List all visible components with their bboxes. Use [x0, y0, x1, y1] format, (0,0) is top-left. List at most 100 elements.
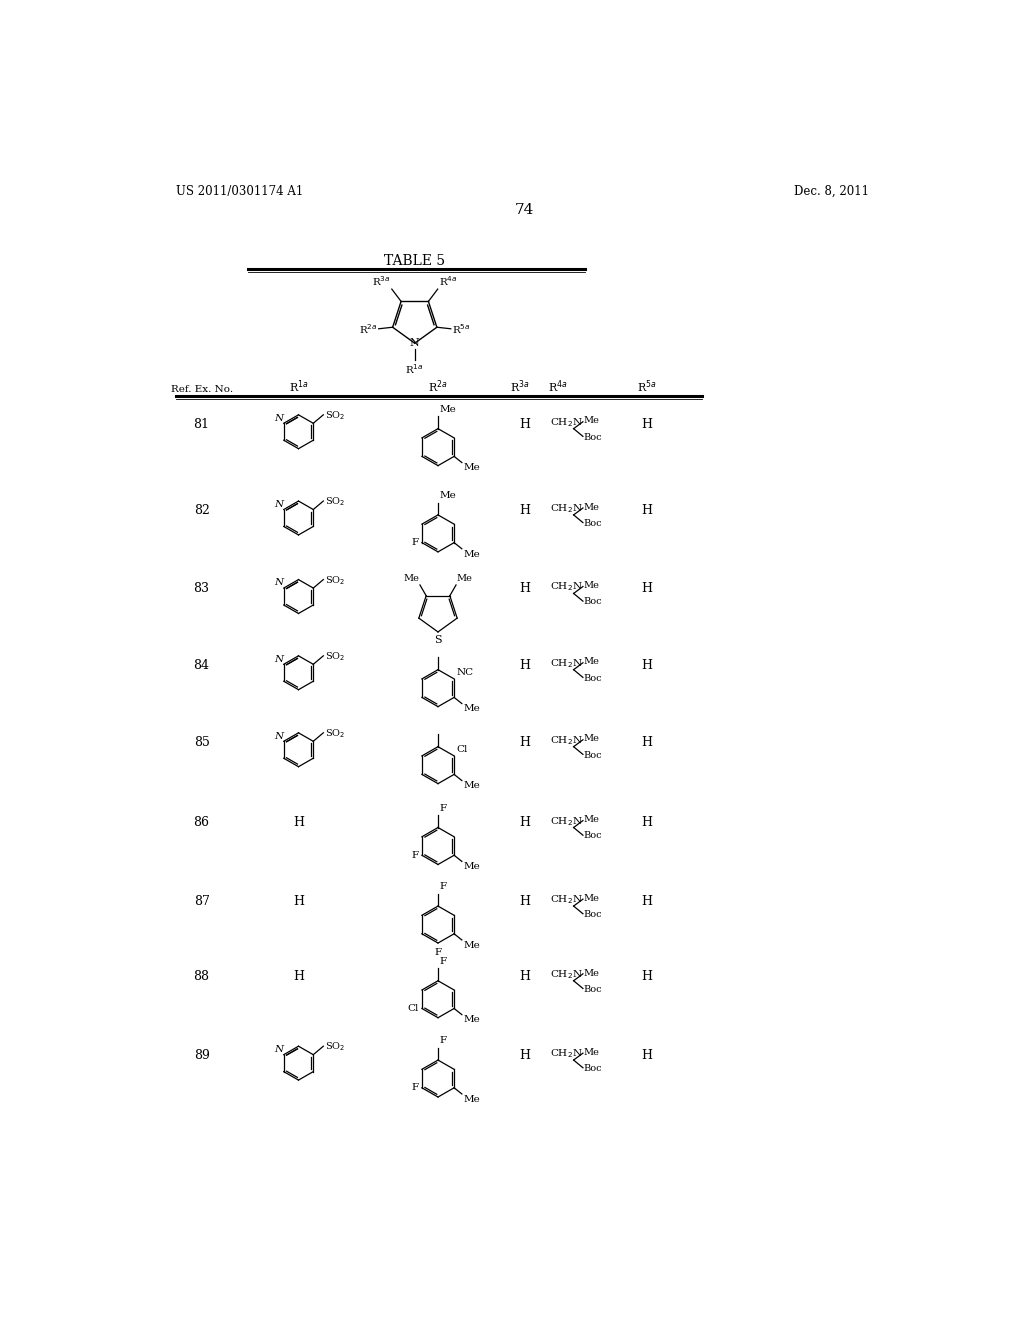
Text: CH$_2$N: CH$_2$N [550, 581, 583, 594]
Text: H: H [642, 895, 652, 908]
Text: Me: Me [457, 574, 473, 583]
Text: 87: 87 [194, 895, 210, 908]
Text: H: H [642, 735, 652, 748]
Text: H: H [642, 816, 652, 829]
Text: Boc: Boc [584, 598, 602, 606]
Text: Me: Me [464, 941, 480, 949]
Text: Me: Me [584, 734, 600, 743]
Text: Me: Me [584, 1048, 600, 1057]
Text: Ref. Ex. No.: Ref. Ex. No. [171, 384, 232, 393]
Text: H: H [642, 582, 652, 595]
Text: H: H [642, 504, 652, 517]
Text: Me: Me [584, 816, 600, 824]
Text: 88: 88 [194, 970, 210, 982]
Text: N: N [410, 338, 420, 348]
Text: R$^{5a}$: R$^{5a}$ [637, 379, 657, 395]
Text: CH$_2$N: CH$_2$N [550, 894, 583, 906]
Text: S: S [434, 635, 441, 645]
Text: CH$_2$N: CH$_2$N [550, 734, 583, 747]
Text: NC: NC [457, 668, 473, 677]
Text: R$^{5a}$: R$^{5a}$ [453, 322, 471, 335]
Text: Me: Me [464, 705, 480, 713]
Text: SO$_2$: SO$_2$ [325, 651, 345, 663]
Text: Me: Me [403, 574, 419, 583]
Text: N: N [273, 413, 283, 422]
Text: H: H [293, 895, 304, 908]
Text: H: H [642, 659, 652, 672]
Text: Me: Me [584, 657, 600, 667]
Text: 81: 81 [194, 417, 210, 430]
Text: Cl: Cl [408, 1005, 419, 1012]
Text: H: H [519, 895, 530, 908]
Text: TABLE 5: TABLE 5 [384, 253, 445, 268]
Text: Me: Me [464, 463, 480, 473]
Text: Boc: Boc [584, 433, 602, 442]
Text: Dec. 8, 2011: Dec. 8, 2011 [795, 185, 869, 198]
Text: H: H [519, 417, 530, 430]
Text: Boc: Boc [584, 673, 602, 682]
Text: N: N [273, 655, 283, 664]
Text: Boc: Boc [584, 985, 602, 994]
Text: H: H [293, 970, 304, 982]
Text: SO$_2$: SO$_2$ [325, 409, 345, 422]
Text: Boc: Boc [584, 519, 602, 528]
Text: SO$_2$: SO$_2$ [325, 574, 345, 587]
Text: R$^{4a}$: R$^{4a}$ [439, 273, 458, 288]
Text: R$^{1a}$: R$^{1a}$ [406, 363, 424, 376]
Text: SO$_2$: SO$_2$ [325, 1040, 345, 1053]
Text: R$^{3a}$: R$^{3a}$ [372, 273, 390, 288]
Text: R$^{3a}$: R$^{3a}$ [510, 379, 529, 395]
Text: CH$_2$N: CH$_2$N [550, 416, 583, 429]
Text: H: H [519, 970, 530, 982]
Text: 89: 89 [194, 1049, 210, 1063]
Text: H: H [642, 1049, 652, 1063]
Text: Me: Me [464, 781, 480, 791]
Text: Boc: Boc [584, 1064, 602, 1073]
Text: Me: Me [584, 581, 600, 590]
Text: H: H [519, 582, 530, 595]
Text: Me: Me [464, 1015, 480, 1024]
Text: F: F [439, 883, 446, 891]
Text: F: F [412, 1084, 419, 1092]
Text: Me: Me [439, 405, 457, 414]
Text: SO$_2$: SO$_2$ [325, 727, 345, 741]
Text: Boc: Boc [584, 832, 602, 841]
Text: 85: 85 [194, 735, 210, 748]
Text: N: N [273, 1045, 283, 1053]
Text: R$^{2a}$: R$^{2a}$ [358, 322, 377, 335]
Text: Me: Me [464, 1094, 480, 1104]
Text: N: N [273, 731, 283, 741]
Text: Boc: Boc [584, 909, 602, 919]
Text: Me: Me [439, 491, 457, 500]
Text: 74: 74 [515, 203, 535, 216]
Text: Boc: Boc [584, 751, 602, 759]
Text: CH$_2$N: CH$_2$N [550, 502, 583, 515]
Text: F: F [439, 957, 446, 966]
Text: F: F [412, 851, 419, 859]
Text: Me: Me [584, 417, 600, 425]
Text: R$^{1a}$: R$^{1a}$ [289, 379, 308, 395]
Text: H: H [519, 659, 530, 672]
Text: H: H [519, 735, 530, 748]
Text: Me: Me [584, 969, 600, 978]
Text: 83: 83 [194, 582, 210, 595]
Text: Me: Me [464, 862, 480, 871]
Text: F: F [412, 539, 419, 546]
Text: CH$_2$N: CH$_2$N [550, 657, 583, 669]
Text: H: H [519, 504, 530, 517]
Text: 84: 84 [194, 659, 210, 672]
Text: Me: Me [584, 894, 600, 903]
Text: Me: Me [584, 503, 600, 512]
Text: Me: Me [464, 549, 480, 558]
Text: N: N [273, 578, 283, 587]
Text: F: F [439, 804, 446, 813]
Text: R$^{2a}$: R$^{2a}$ [428, 379, 447, 395]
Text: US 2011/0301174 A1: US 2011/0301174 A1 [176, 185, 303, 198]
Text: F: F [439, 1036, 446, 1045]
Text: H: H [519, 1049, 530, 1063]
Text: CH$_2$N: CH$_2$N [550, 968, 583, 981]
Text: H: H [642, 417, 652, 430]
Text: N: N [273, 500, 283, 508]
Text: H: H [519, 816, 530, 829]
Text: 86: 86 [194, 816, 210, 829]
